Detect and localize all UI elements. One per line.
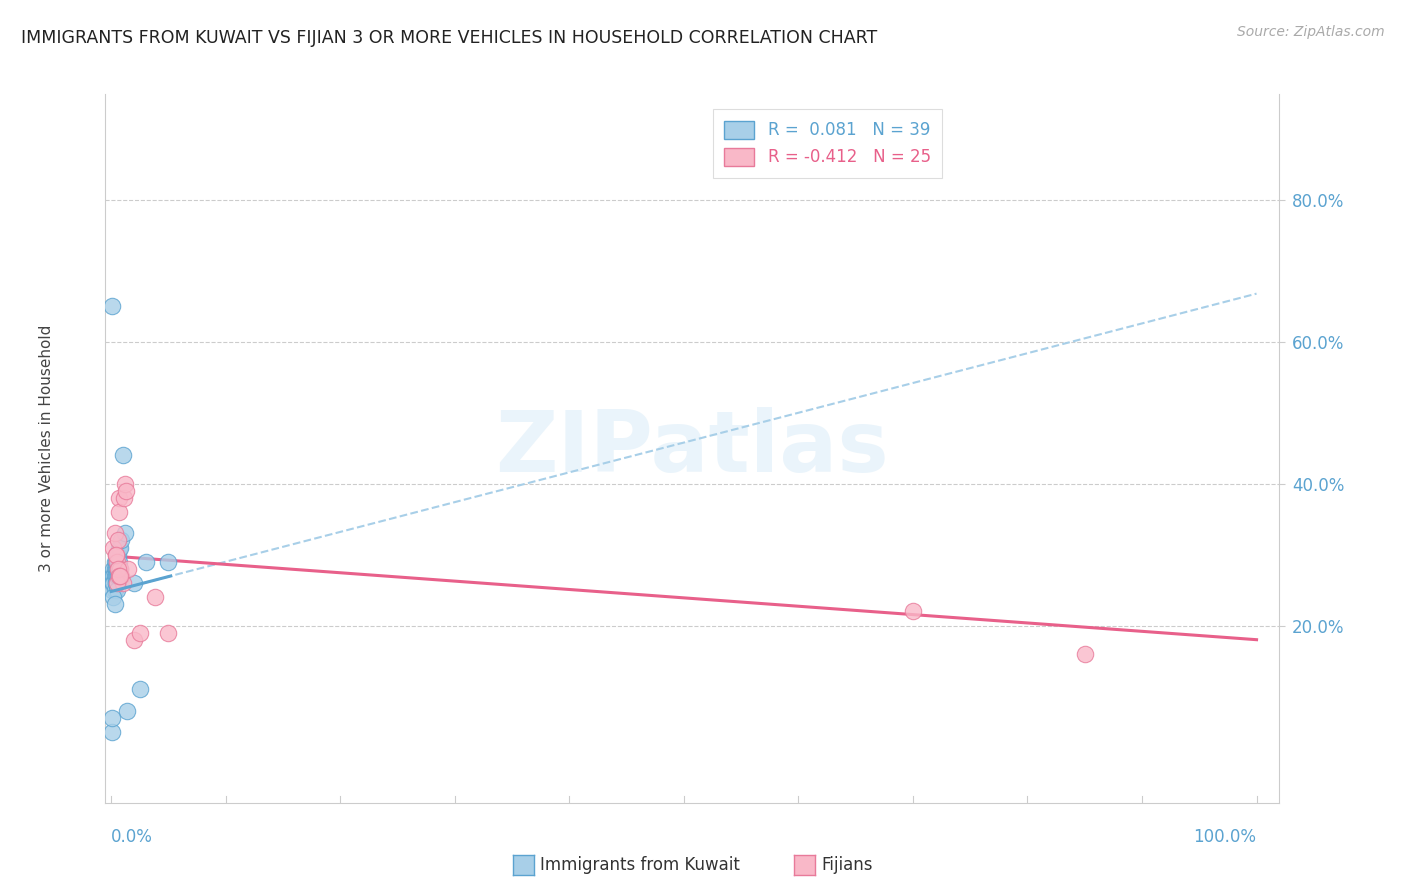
- Point: [103, 576, 125, 591]
- Point: [108, 555, 131, 569]
- Point: [101, 569, 124, 583]
- Point: [101, 711, 124, 725]
- Point: [108, 491, 131, 505]
- Point: [105, 555, 128, 569]
- Point: [110, 562, 132, 576]
- Point: [110, 569, 132, 583]
- Point: [110, 533, 132, 548]
- Point: [157, 625, 180, 640]
- Text: 3 or more Vehicles in Household: 3 or more Vehicles in Household: [39, 325, 55, 572]
- Point: [104, 569, 127, 583]
- Text: Immigrants from Kuwait: Immigrants from Kuwait: [540, 856, 740, 874]
- Point: [110, 541, 132, 555]
- Point: [101, 583, 124, 598]
- Point: [104, 548, 127, 562]
- Point: [103, 562, 125, 576]
- Point: [111, 448, 134, 462]
- Point: [115, 704, 138, 718]
- Point: [107, 533, 129, 548]
- Point: [103, 541, 125, 555]
- Point: [107, 569, 129, 583]
- Point: [105, 562, 128, 576]
- Point: [143, 590, 166, 604]
- Point: [104, 583, 127, 598]
- Point: [128, 625, 150, 640]
- Point: [104, 548, 127, 562]
- Text: Fijians: Fijians: [821, 856, 873, 874]
- Text: 100.0%: 100.0%: [1194, 828, 1257, 846]
- Point: [104, 562, 127, 576]
- Point: [108, 505, 131, 519]
- Point: [157, 555, 180, 569]
- Point: [104, 555, 127, 569]
- Text: 0.0%: 0.0%: [111, 828, 153, 846]
- Text: IMMIGRANTS FROM KUWAIT VS FIJIAN 3 OR MORE VEHICLES IN HOUSEHOLD CORRELATION CHA: IMMIGRANTS FROM KUWAIT VS FIJIAN 3 OR MO…: [21, 29, 877, 46]
- Point: [122, 632, 145, 647]
- Point: [105, 569, 128, 583]
- Point: [107, 555, 129, 569]
- Point: [104, 576, 127, 591]
- Point: [104, 526, 127, 541]
- Point: [101, 300, 124, 314]
- Point: [108, 569, 131, 583]
- Point: [114, 526, 136, 541]
- Point: [135, 555, 157, 569]
- Point: [103, 569, 125, 583]
- Point: [101, 576, 124, 591]
- Point: [117, 562, 139, 576]
- Point: [104, 562, 127, 576]
- Point: [115, 483, 138, 498]
- Text: Source: ZipAtlas.com: Source: ZipAtlas.com: [1237, 25, 1385, 39]
- Point: [110, 569, 132, 583]
- Point: [104, 569, 127, 583]
- Point: [107, 548, 129, 562]
- Point: [105, 576, 128, 591]
- Point: [101, 724, 124, 739]
- Point: [901, 604, 924, 618]
- Point: [104, 555, 127, 569]
- Point: [111, 576, 134, 591]
- Point: [107, 562, 129, 576]
- Point: [112, 491, 135, 505]
- Point: [128, 682, 150, 697]
- Point: [105, 583, 128, 598]
- Legend: R =  0.081   N = 39, R = -0.412   N = 25: R = 0.081 N = 39, R = -0.412 N = 25: [713, 109, 942, 178]
- Point: [108, 569, 131, 583]
- Point: [110, 562, 132, 576]
- Text: ZIPatlas: ZIPatlas: [495, 407, 890, 490]
- Point: [105, 548, 128, 562]
- Point: [114, 476, 136, 491]
- Point: [108, 541, 131, 555]
- Point: [103, 590, 125, 604]
- Point: [1074, 647, 1097, 661]
- Point: [104, 597, 127, 611]
- Point: [122, 576, 145, 591]
